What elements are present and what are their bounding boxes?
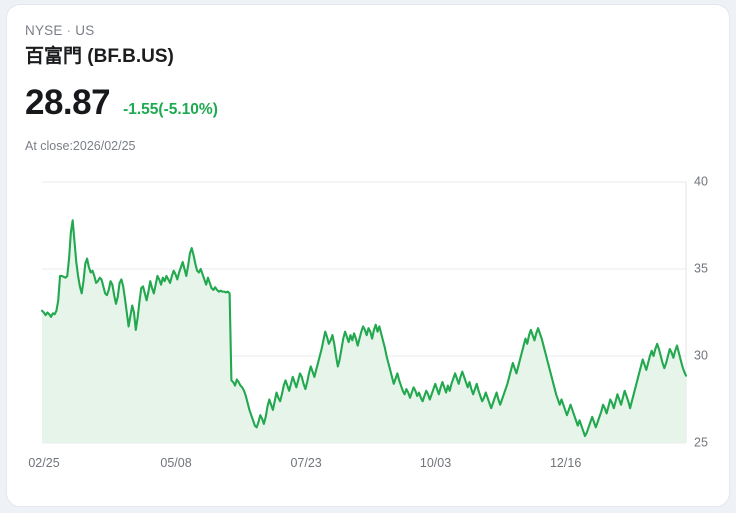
x-axis-tick-label: 02/25: [28, 456, 59, 470]
exchange-label: NYSE: [25, 23, 63, 38]
y-axis-tick-label: 40: [694, 174, 708, 188]
current-price: 28.87: [25, 83, 111, 122]
x-axis-labels: 02/25 05/08 07/23 10/03 12/16: [28, 456, 581, 470]
exchange-separator: ·: [66, 23, 72, 38]
exchange-region-line: NYSE · US: [25, 22, 665, 40]
price-row: 28.87 -1.55(-5.10%): [25, 84, 665, 122]
quote-header: NYSE · US 百富門 (BF.B.US) 28.87 -1.55(-5.10%…: [25, 22, 665, 154]
price-area-fill: [42, 220, 686, 443]
x-axis-tick-label: 07/23: [290, 456, 321, 470]
y-axis-tick-label: 25: [694, 435, 708, 449]
x-axis-tick-label: 10/03: [420, 456, 451, 470]
y-axis-tick-label: 30: [694, 348, 708, 362]
region-label: US: [75, 23, 95, 38]
y-axis-tick-label: 35: [694, 261, 708, 275]
stock-quote-card: NYSE · US 百富門 (BF.B.US) 28.87 -1.55(-5.10%…: [6, 4, 730, 507]
x-axis-tick-label: 12/16: [550, 456, 581, 470]
chart-gridlines: [42, 181, 687, 444]
at-close-timestamp: At close:2026/02/25: [25, 139, 136, 153]
price-change: -1.55(-5.10%): [123, 101, 218, 118]
x-axis-tick-label: 05/08: [160, 456, 191, 470]
page-title: 百富門 (BF.B.US): [25, 46, 174, 67]
y-axis-labels: 40 35 30 25: [694, 174, 708, 449]
price-line: [40, 219, 688, 438]
